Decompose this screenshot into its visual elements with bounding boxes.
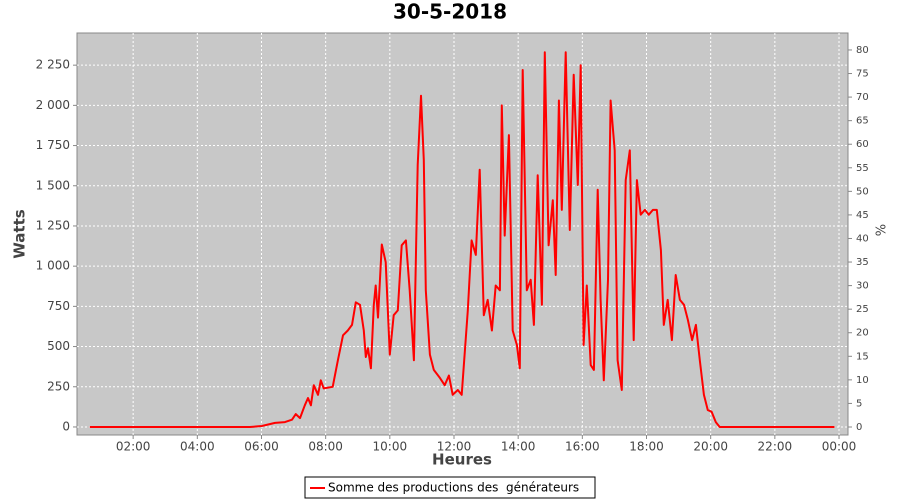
y-tick-label: 1 500: [36, 178, 70, 192]
x-axis-label: Heures: [432, 451, 492, 469]
x-tick-label: 02:00: [116, 440, 151, 454]
y-tick-label: 500: [47, 339, 70, 353]
y2-tick-label: 40: [856, 233, 869, 244]
y2-tick-label: 60: [856, 139, 869, 150]
y-tick-label: 0: [62, 419, 70, 433]
y2-axis-label: %: [875, 224, 890, 236]
y2-tick-label: 70: [856, 92, 869, 103]
x-tick-label: 14:00: [501, 440, 536, 454]
x-tick-label: 10:00: [373, 440, 408, 454]
y-tick-label: 750: [47, 299, 70, 313]
y-tick-label: 250: [47, 379, 70, 393]
y-tick-label: 2 250: [36, 58, 70, 72]
y2-tick-label: 35: [856, 257, 869, 268]
x-tick-label: 22:00: [758, 440, 793, 454]
x-tick-label: 06:00: [244, 440, 279, 454]
x-tick-label: 00:00: [822, 440, 857, 454]
y2-tick-label: 10: [856, 375, 869, 386]
x-tick-label: 12:00: [437, 440, 472, 454]
plot-area: [76, 32, 849, 436]
y-tick-label: 1 250: [36, 218, 70, 232]
y-tick-label: 2 000: [36, 98, 70, 112]
x-tick-label: 08:00: [308, 440, 343, 454]
x-tick-label: 16:00: [565, 440, 600, 454]
chart-title: 30-5-2018: [393, 0, 507, 24]
legend-label: Somme des productions des générateurs: [328, 481, 579, 495]
y2-tick-label: 25: [856, 304, 869, 315]
y-axis-label: Watts: [11, 209, 29, 258]
y2-tick-label: 45: [856, 210, 869, 221]
y2-tick-label: 55: [856, 163, 869, 174]
x-tick-label: 18:00: [629, 440, 664, 454]
y-tick-label: 1 750: [36, 138, 70, 152]
y2-tick-label: 80: [856, 45, 869, 56]
y2-tick-label: 15: [856, 351, 869, 362]
y2-tick-label: 65: [856, 116, 869, 127]
y-tick-label: 1 000: [36, 259, 70, 273]
legend: [304, 476, 596, 499]
y2-tick-label: 5: [856, 398, 862, 409]
x-tick-label: 20:00: [693, 440, 728, 454]
data-line: [89, 51, 835, 428]
x-tick-label: 04:00: [180, 440, 215, 454]
y2-tick-label: 50: [856, 186, 869, 197]
y2-tick-label: 0: [856, 422, 862, 433]
y2-tick-label: 30: [856, 281, 869, 292]
y2-tick-label: 75: [856, 69, 869, 80]
y2-tick-label: 20: [856, 328, 869, 339]
